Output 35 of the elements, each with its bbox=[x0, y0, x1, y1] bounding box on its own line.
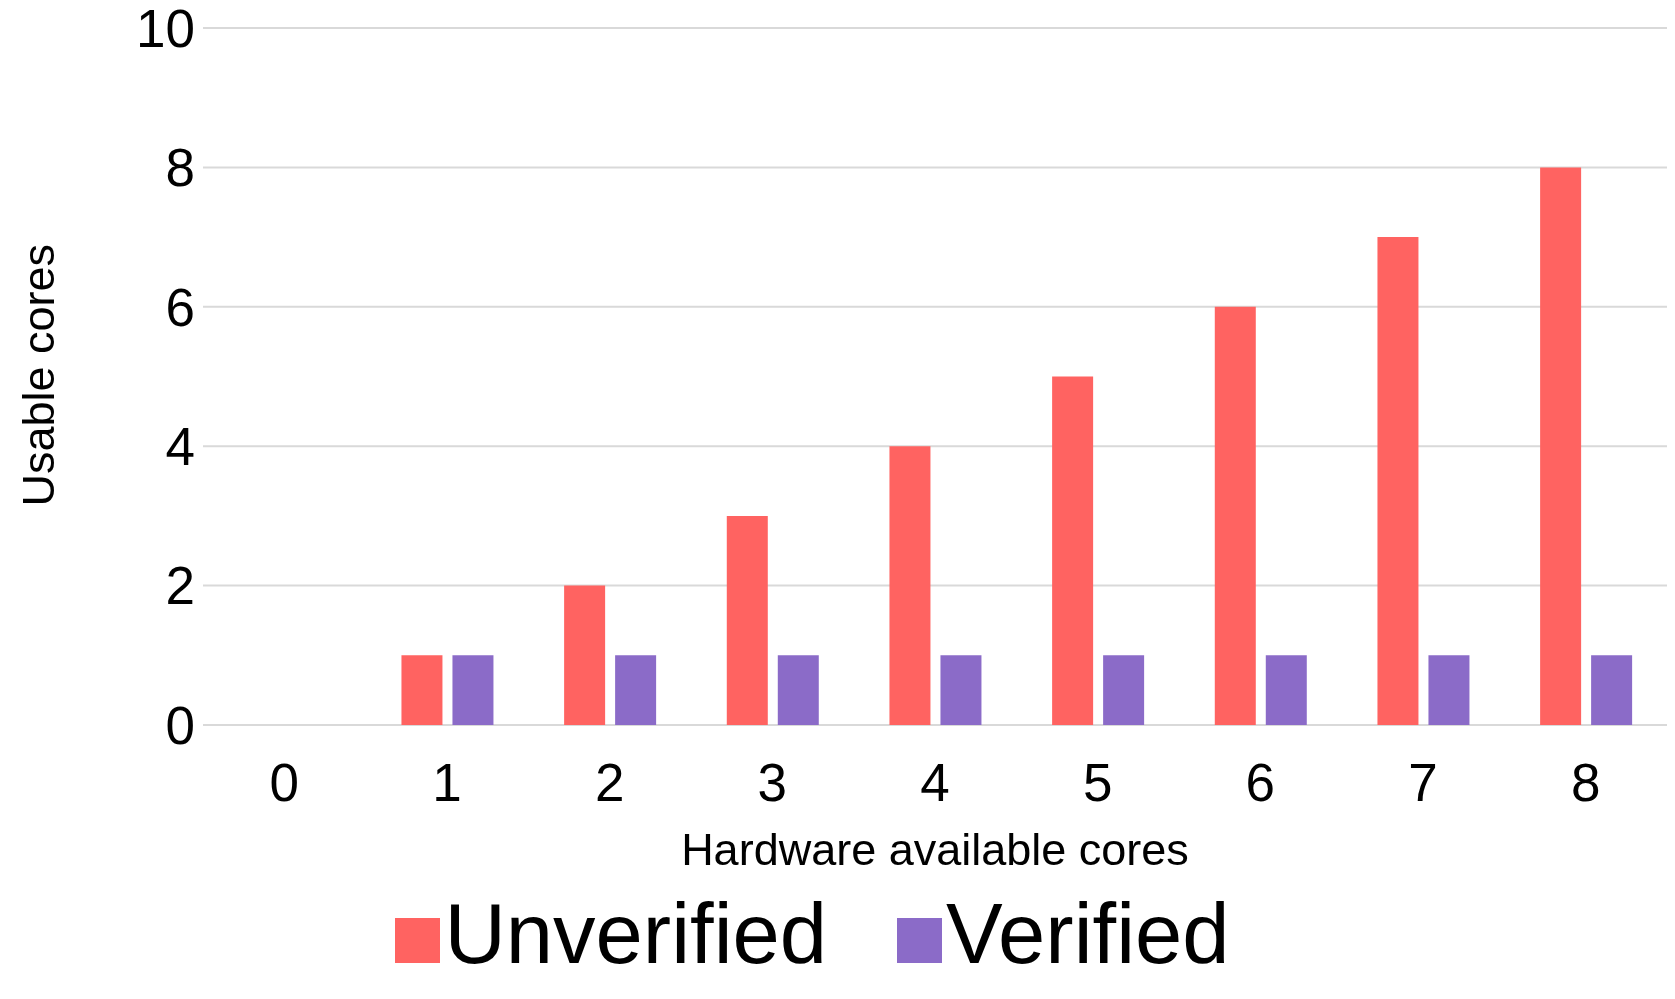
x-tick-label: 8 bbox=[1570, 752, 1601, 812]
bar bbox=[452, 655, 494, 725]
bar bbox=[401, 655, 443, 725]
bar bbox=[1103, 655, 1145, 725]
y-tick-label: 6 bbox=[165, 277, 195, 337]
x-tick-label: 3 bbox=[757, 752, 788, 812]
legend-label: Verified bbox=[946, 886, 1230, 981]
legend-label: Unverified bbox=[444, 886, 828, 981]
y-tick-label: 10 bbox=[136, 0, 195, 58]
x-tick-label: 2 bbox=[594, 752, 625, 812]
x-tick-label: 4 bbox=[920, 752, 950, 812]
x-tick-label: 5 bbox=[1082, 752, 1113, 812]
y-axis-title: Usable cores bbox=[12, 243, 64, 507]
y-tick-label: 0 bbox=[165, 695, 195, 755]
bar bbox=[1591, 655, 1633, 725]
x-tick-label: 0 bbox=[269, 752, 300, 812]
bar bbox=[1052, 376, 1094, 725]
bar bbox=[1214, 306, 1256, 725]
y-tick-label: 2 bbox=[165, 556, 195, 616]
bar bbox=[777, 655, 819, 725]
y-tick-label: 4 bbox=[165, 417, 195, 477]
x-tick-label: 1 bbox=[432, 752, 462, 812]
bar bbox=[940, 655, 982, 725]
y-tick-label: 8 bbox=[165, 138, 195, 198]
bar bbox=[889, 446, 931, 725]
bar bbox=[1428, 655, 1470, 725]
x-tick-label: 7 bbox=[1408, 752, 1438, 812]
bar bbox=[1540, 167, 1582, 725]
x-tick-label: 6 bbox=[1245, 752, 1276, 812]
x-axis-title: Hardware available cores bbox=[681, 824, 1189, 875]
bar bbox=[726, 515, 768, 725]
bar bbox=[615, 655, 657, 725]
bar bbox=[1265, 655, 1307, 725]
bar bbox=[1377, 237, 1419, 725]
bar bbox=[564, 585, 606, 725]
